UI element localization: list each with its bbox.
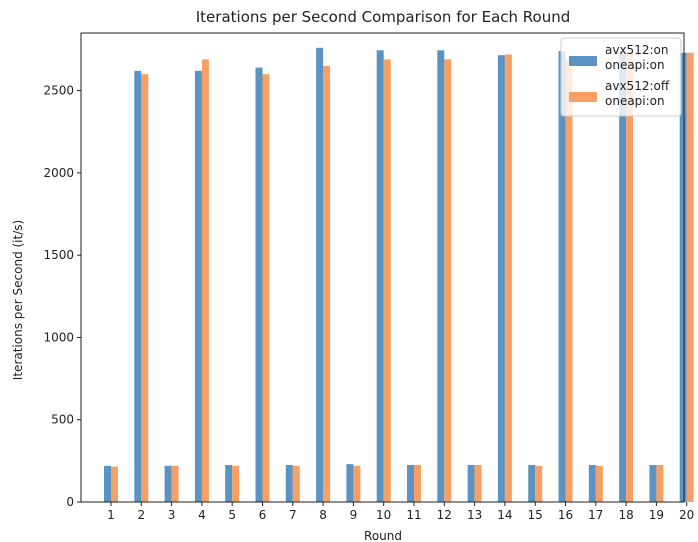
x-axis-label: Round [364, 529, 402, 542]
x-tick-label: 5 [228, 508, 236, 522]
bars-group [104, 47, 694, 503]
x-tick-label: 6 [259, 508, 267, 522]
bar-s1-round-7 [285, 464, 293, 502]
bar-s2-round-19 [656, 464, 664, 502]
bar-s1-round-12 [437, 50, 445, 503]
bar-s1-round-3 [164, 465, 172, 502]
x-tick-label: 14 [497, 508, 512, 522]
x-tick-label: 12 [437, 508, 452, 522]
x-tick-label: 3 [168, 508, 176, 522]
bar-s2-round-11 [414, 464, 421, 502]
legend-label-2: avx512:off oneapi:on [605, 79, 670, 108]
x-tick-label: 15 [528, 508, 543, 522]
bar-s2-round-10 [383, 59, 391, 502]
x-tick-label: 17 [588, 508, 603, 522]
legend: avx512:on oneapi:on avx512:off oneapi:on [560, 37, 682, 117]
y-tick-label: 0 [66, 495, 74, 509]
chart-title: Iterations per Second Comparison for Eac… [196, 8, 571, 26]
bar-s1-round-19 [649, 464, 657, 502]
bar-s1-round-8 [316, 47, 324, 503]
bar-s2-round-14 [504, 54, 512, 503]
y-axis-label: Iterations per Second (it/s) [11, 220, 25, 380]
x-tick-label: 2 [137, 508, 145, 522]
bar-s2-round-4 [201, 59, 209, 502]
bar-s1-round-9 [346, 464, 354, 502]
x-tick-label: 16 [558, 508, 573, 522]
bar-s1-round-1 [104, 465, 111, 502]
y-tick-label: 500 [51, 413, 74, 427]
legend-label-1: avx512:on oneapi:on [605, 43, 668, 72]
bar-s1-round-20 [679, 52, 687, 502]
bar-s1-round-10 [376, 50, 384, 503]
bar-s1-round-5 [225, 464, 233, 502]
bar-s2-round-3 [171, 465, 179, 502]
bar-s1-round-6 [255, 67, 263, 502]
bar-s1-round-4 [194, 70, 202, 502]
x-tick-label: 10 [376, 508, 391, 522]
x-tick-label: 8 [319, 508, 327, 522]
bar-s2-round-1 [111, 466, 118, 502]
bar-s2-round-8 [323, 65, 331, 502]
bar-s1-round-17 [588, 464, 596, 502]
x-tick-label: 13 [467, 508, 482, 522]
legend-swatch-1 [569, 56, 597, 66]
bar-s2-round-6 [262, 74, 270, 502]
bar-s2-round-15 [535, 465, 543, 502]
bar-s2-round-2 [141, 74, 149, 502]
y-tick-label: 1500 [43, 248, 74, 262]
bar-s2-round-16 [565, 59, 573, 502]
x-tick-label: 1 [107, 508, 115, 522]
y-tick-label: 1000 [43, 330, 74, 344]
bar-s2-round-12 [444, 59, 452, 502]
x-tick-label: 20 [679, 508, 694, 522]
x-tick-label: 19 [649, 508, 664, 522]
x-tick-label: 18 [618, 508, 633, 522]
bar-s2-round-13 [474, 464, 482, 502]
bar-s2-round-5 [232, 465, 240, 502]
bar-s1-round-2 [134, 70, 142, 502]
bar-s1-round-13 [467, 464, 475, 502]
y-tick-label: 2000 [43, 166, 74, 180]
legend-swatch-2 [569, 92, 597, 102]
bar-s2-round-18 [626, 52, 634, 502]
bar-s1-round-18 [619, 51, 627, 503]
bar-s2-round-7 [292, 465, 300, 502]
y-tick-label: 2500 [43, 84, 74, 98]
x-tick-label: 9 [350, 508, 358, 522]
bar-s2-round-9 [353, 465, 361, 502]
bar-s1-round-15 [528, 464, 536, 502]
x-tick-label: 11 [406, 508, 421, 522]
bar-s2-round-17 [595, 465, 603, 502]
bar-s2-round-20 [686, 52, 694, 502]
x-tick-label: 7 [289, 508, 297, 522]
bar-s1-round-11 [407, 464, 414, 502]
bar-s1-round-14 [497, 55, 505, 502]
x-tick-label: 4 [198, 508, 206, 522]
bar-s1-round-16 [558, 51, 566, 503]
plot-frame [80, 32, 685, 503]
